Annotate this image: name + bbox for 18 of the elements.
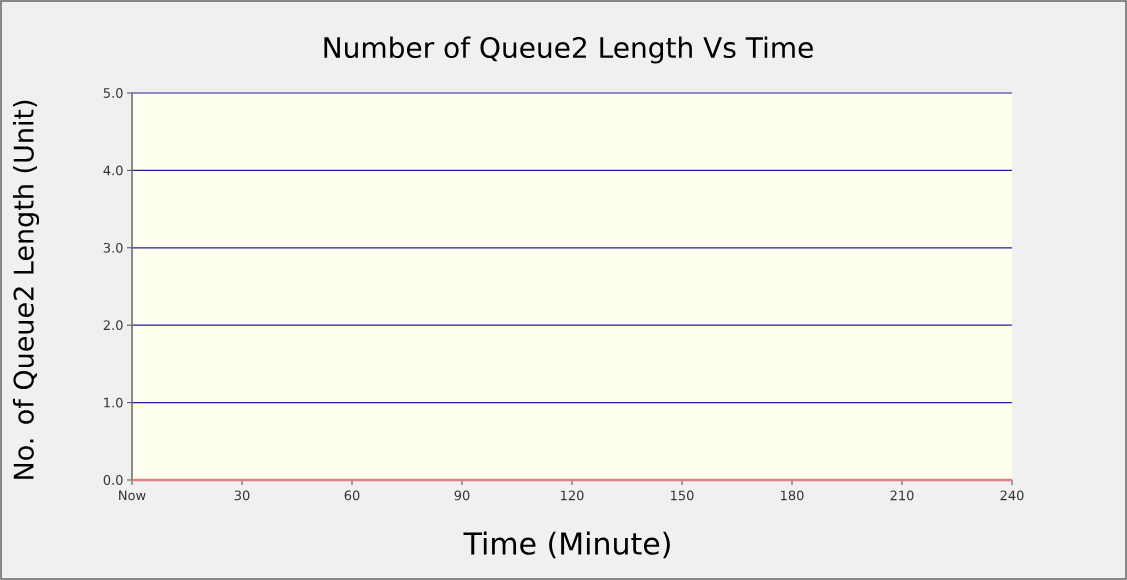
x-tick-label: 60 xyxy=(344,490,360,501)
y-tick-label: 2.0 xyxy=(103,320,123,331)
y-tick-label: 5.0 xyxy=(103,88,123,98)
y-tick-label: 1.0 xyxy=(104,397,123,408)
y-tick-label: 4.0 xyxy=(103,165,123,176)
x-tick-label: 210 xyxy=(890,490,914,501)
chart-title: Number of Queue2 Length Vs Time xyxy=(324,36,813,64)
x-axis-title: Time (Minute) xyxy=(463,531,670,559)
y-tick-label: 0.0 xyxy=(103,475,123,485)
x-tick-label: 150 xyxy=(671,490,694,501)
x-tick-label: 90 xyxy=(454,490,470,501)
x-tick-label: Now xyxy=(119,490,146,501)
x-tick-label: 120 xyxy=(561,490,584,501)
x-tick-label: 240 xyxy=(1000,490,1024,501)
x-tick-label: 30 xyxy=(234,490,250,501)
x-tick-label: 180 xyxy=(781,490,804,501)
y-tick-label: 3.0 xyxy=(103,242,123,253)
y-axis-title: No. of Queue2 Length (Unit) xyxy=(12,100,40,479)
